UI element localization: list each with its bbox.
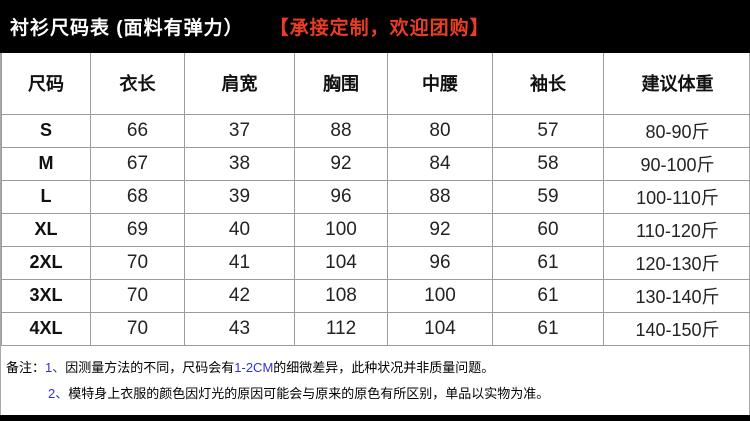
size-cell: M [1,146,91,181]
table-row: S 66 37 88 80 57 80-90斤 [1,113,750,148]
size-cell: S [1,113,91,148]
data-cell: 104 [294,245,388,280]
data-cell: 42 [184,278,295,313]
data-cell: 37 [184,113,295,148]
data-cell: 40 [184,212,295,247]
column-header-sleeve: 袖长 [492,53,604,115]
data-cell: 68 [90,179,185,214]
table-body: S 66 37 88 80 57 80-90斤 M 67 38 92 84 58… [1,113,750,346]
note-1-text-a: 因测量方法的不同，尺码会有 [65,359,235,375]
size-cell: 2XL [1,245,91,280]
note-line-2: 2、模特身上衣服的颜色因灯光的原因可能会与原来的原色有所区别，单品以实物为准。 [6,381,743,407]
weight-cell: 100-110斤 [603,179,750,214]
table-row: 2XL 70 41 104 96 61 120-130斤 [1,245,750,280]
note-2-text: 模特身上衣服的颜色因灯光的原因可能会与原来的原色有所区别，单品以实物为准。 [68,385,550,401]
data-cell: 41 [184,245,295,280]
note-1-highlight: 1-2CM [234,359,274,375]
content-area: 尺码 衣长 肩宽 胸围 中腰 袖长 建议体重 S 66 37 88 80 57 [0,53,750,415]
page-title: 衬衫尺码表 (面料有弹力） [10,18,244,39]
data-cell: 66 [90,113,185,148]
weight-cell: 90-100斤 [603,146,750,181]
data-cell: 88 [294,113,388,148]
header-row: 尺码 衣长 肩宽 胸围 中腰 袖长 建议体重 [1,53,750,115]
data-cell: 61 [492,311,604,346]
weight-cell: 110-120斤 [603,212,750,247]
data-cell: 70 [90,245,185,280]
table-row: 4XL 70 43 112 104 61 140-150斤 [1,311,750,346]
data-cell: 70 [90,311,185,346]
data-cell: 39 [184,179,295,214]
column-header-size: 尺码 [1,53,91,115]
data-cell: 61 [492,245,604,280]
column-header-waist: 中腰 [387,53,493,115]
bottom-bar [0,415,750,421]
table-header: 尺码 衣长 肩宽 胸围 中腰 袖长 建议体重 [1,53,750,115]
data-cell: 67 [90,146,185,181]
table-row: 3XL 70 42 108 100 61 130-140斤 [1,278,750,313]
notes-label: 备注： [6,359,46,375]
weight-cell: 140-150斤 [603,311,750,346]
data-cell: 58 [492,146,604,181]
data-cell: 80 [387,113,493,148]
data-cell: 100 [387,278,493,313]
weight-cell: 120-130斤 [603,245,750,280]
table-row: M 67 38 92 84 58 90-100斤 [1,146,750,181]
data-cell: 96 [294,179,388,214]
data-cell: 92 [294,146,388,181]
size-cell: 4XL [1,311,91,346]
data-cell: 104 [387,311,493,346]
data-cell: 38 [184,146,295,181]
size-cell: 3XL [1,278,91,313]
note-line-1: 备注：1、因测量方法的不同，尺码会有1-2CM的细微差异，此种状况并非质量问题。 [6,355,743,381]
data-cell: 84 [387,146,493,181]
column-header-chest: 胸围 [294,53,388,115]
column-header-weight: 建议体重 [603,53,750,115]
data-cell: 57 [492,113,604,148]
data-cell: 92 [387,212,493,247]
column-header-shoulder: 肩宽 [184,53,295,115]
data-cell: 96 [387,245,493,280]
data-cell: 59 [492,179,604,214]
data-cell: 43 [184,311,295,346]
weight-cell: 80-90斤 [603,113,750,148]
size-table: 尺码 衣长 肩宽 胸围 中腰 袖长 建议体重 S 66 37 88 80 57 [1,53,750,346]
data-cell: 70 [90,278,185,313]
promo-text: 【承接定制，欢迎团购】 [269,18,490,39]
data-cell: 108 [294,278,388,313]
data-cell: 60 [492,212,604,247]
table-row: L 68 39 96 88 59 100-110斤 [1,179,750,214]
note-2-number: 2、 [48,385,69,401]
size-cell: L [1,179,91,214]
column-header-length: 衣长 [90,53,185,115]
weight-cell: 130-140斤 [603,278,750,313]
note-1-text-b: 的细微差异，此种状况并非质量问题。 [273,359,495,375]
data-cell: 112 [294,311,388,346]
data-cell: 61 [492,278,604,313]
table-row: XL 69 40 100 92 60 110-120斤 [1,212,750,247]
title-bar: 衬衫尺码表 (面料有弹力） 【承接定制，欢迎团购】 [0,0,750,53]
data-cell: 100 [294,212,388,247]
notes-section: 备注：1、因测量方法的不同，尺码会有1-2CM的细微差异，此种状况并非质量问题。… [1,346,749,407]
data-cell: 88 [387,179,493,214]
data-cell: 69 [90,212,185,247]
size-cell: XL [1,212,91,247]
note-1-number: 1、 [45,359,66,375]
